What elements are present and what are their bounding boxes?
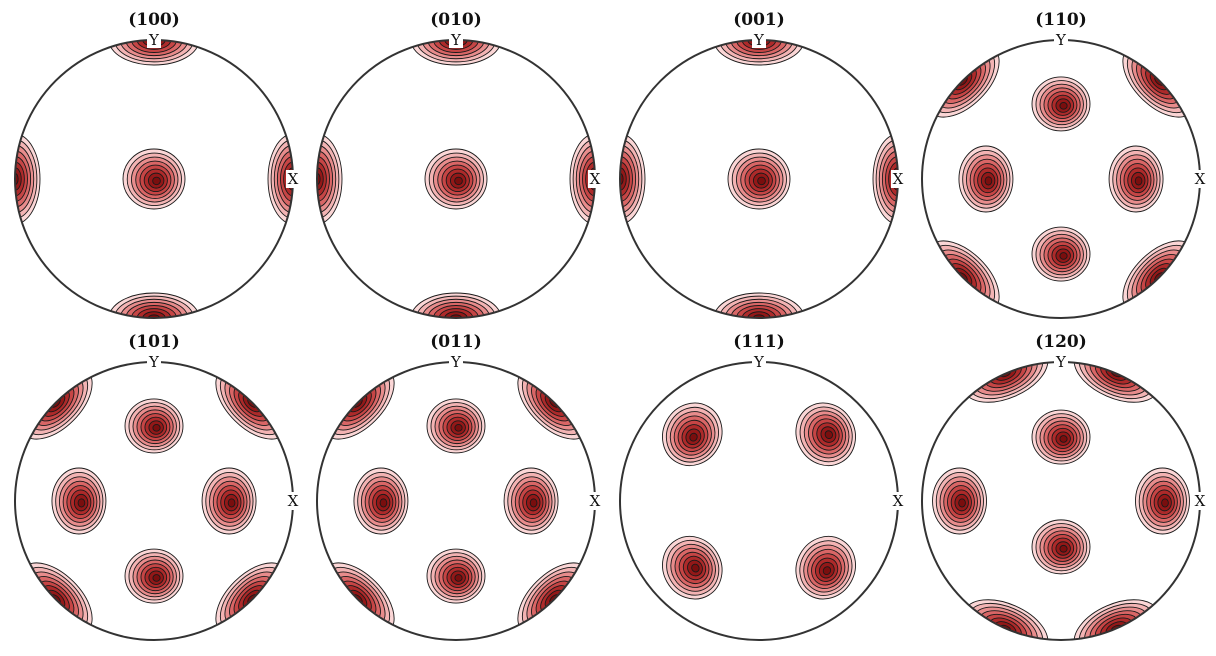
pole-figure-title: (100)	[128, 10, 180, 30]
svg-text:X: X	[288, 170, 299, 188]
pole-figure-7: (111)Y X	[619, 332, 905, 641]
pole-blob	[424, 148, 488, 210]
svg-text:Y: Y	[450, 353, 462, 371]
pole-figure-8: (120)Y X	[921, 332, 1207, 641]
pole-blob	[620, 133, 646, 225]
svg-text:Y: Y	[753, 353, 765, 371]
pole-blob	[124, 398, 184, 454]
x-axis-label: X	[891, 170, 905, 188]
pole-blob	[962, 599, 1049, 640]
x-axis-label: X	[1193, 170, 1207, 188]
svg-text:X: X	[893, 492, 904, 510]
pole-figure-title: (011)	[430, 332, 482, 352]
pole-blob	[124, 548, 184, 604]
pole-contours	[320, 365, 592, 637]
svg-text:X: X	[590, 170, 601, 188]
pole-contours	[925, 43, 1197, 315]
x-axis-label: X	[588, 170, 602, 188]
pole-blob	[1108, 145, 1164, 213]
pole-figure-4: (110)Y X	[921, 10, 1207, 319]
x-axis-label: X	[286, 170, 300, 188]
pole-blob	[1031, 226, 1091, 282]
pole-blob	[426, 398, 486, 454]
pole-figure-title: (001)	[733, 10, 785, 30]
x-axis-label: X	[286, 492, 300, 510]
svg-text:Y: Y	[753, 31, 765, 49]
pole-figure-1: (100)Y X	[14, 10, 300, 319]
pole-figure-3: (001)Y X	[619, 10, 905, 319]
pole-blob	[958, 145, 1014, 213]
pole-blob	[1031, 519, 1091, 575]
pole-contours	[620, 40, 898, 318]
svg-text:X: X	[288, 492, 299, 510]
pole-figure-title: (101)	[128, 332, 180, 352]
x-axis-label: X	[1193, 492, 1207, 510]
pole-figure-title: (120)	[1035, 332, 1087, 352]
pole-blob	[108, 292, 200, 318]
pole-blob	[410, 40, 502, 66]
x-axis-label: X	[891, 492, 905, 510]
pole-blob	[662, 402, 723, 467]
pole-blob	[410, 292, 502, 318]
y-axis-label: Y	[1054, 31, 1068, 49]
pole-figure-boundary	[619, 361, 899, 641]
pole-blob	[201, 467, 257, 535]
svg-text:Y: Y	[148, 31, 160, 49]
pole-figure-2: (010)Y X	[316, 10, 602, 319]
svg-text:Y: Y	[450, 31, 462, 49]
pole-blob	[317, 133, 343, 225]
pole-blob	[1073, 599, 1160, 640]
pole-blob	[1031, 76, 1091, 132]
pole-blob	[795, 402, 856, 467]
pole-contours	[18, 365, 290, 637]
y-axis-label: Y	[449, 353, 463, 371]
pole-contours	[317, 40, 595, 318]
svg-text:X: X	[590, 492, 601, 510]
pole-blob	[713, 292, 805, 318]
pole-contours	[662, 402, 856, 600]
y-axis-label: Y	[449, 31, 463, 49]
pole-blob	[108, 40, 200, 66]
pole-figure-5: (101)Y X	[14, 332, 300, 641]
y-axis-label: Y	[752, 353, 766, 371]
pole-blob	[1031, 409, 1091, 465]
pole-contours	[15, 40, 293, 318]
pole-figure-title: (010)	[430, 10, 482, 30]
svg-text:Y: Y	[148, 353, 160, 371]
pole-blob	[795, 535, 856, 600]
pole-blob	[662, 535, 723, 600]
pole-blob	[426, 548, 486, 604]
pole-blob	[932, 467, 987, 535]
pole-blob	[267, 133, 293, 225]
svg-text:X: X	[893, 170, 904, 188]
y-axis-label: Y	[147, 353, 161, 371]
svg-text:X: X	[1195, 170, 1206, 188]
svg-text:X: X	[1195, 492, 1206, 510]
y-axis-label: Y	[752, 31, 766, 49]
pole-blob	[727, 148, 791, 210]
pole-figure-title: (111)	[733, 332, 785, 352]
pole-blob	[353, 467, 409, 535]
pole-blob	[503, 467, 559, 535]
pole-blob	[1135, 467, 1190, 535]
y-axis-label: Y	[1054, 353, 1068, 371]
x-axis-label: X	[588, 492, 602, 510]
svg-text:Y: Y	[1055, 353, 1067, 371]
pole-blob	[51, 467, 107, 535]
svg-text:Y: Y	[1055, 31, 1067, 49]
pole-blob	[122, 148, 186, 210]
pole-figure-title: (110)	[1035, 10, 1087, 30]
pole-figure-6: (011)Y X	[316, 332, 602, 641]
pole-blob	[15, 133, 41, 225]
y-axis-label: Y	[147, 31, 161, 49]
